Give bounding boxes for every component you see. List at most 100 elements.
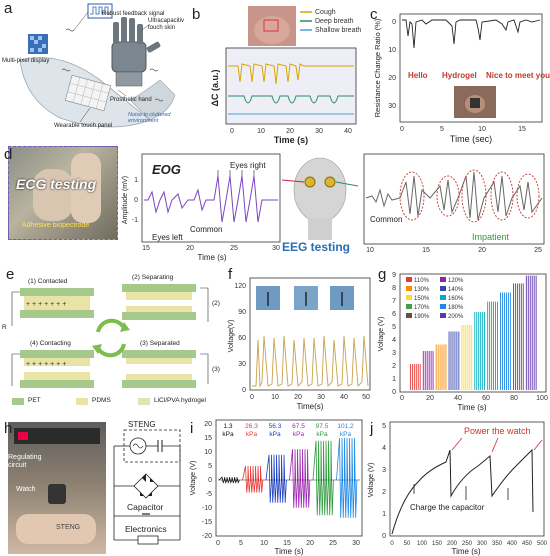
neck-photo — [248, 6, 296, 46]
g-ytick-6: 6 — [392, 311, 396, 318]
c-word-1: Hydrogel — [442, 71, 477, 80]
chart-j: Power the watch Charge the capacitor 0 1… — [368, 421, 548, 556]
g-legend-label: 200% — [448, 314, 464, 320]
eog-annot-0: Eyes right — [230, 161, 266, 170]
j-ytick-4: 4 — [382, 445, 386, 452]
e-state-3: (4) Contacting — [30, 340, 71, 347]
panel-b: b Cough Deep breath Shallow breath 0 10 … — [186, 0, 366, 146]
g-ytick-0: 0 — [392, 389, 396, 396]
i-xtick-5: 25 — [329, 540, 337, 547]
i-burst-1 — [242, 465, 264, 493]
series-resistance — [402, 19, 541, 49]
chart-b: Cough Deep breath Shallow breath 0 10 20… — [210, 6, 361, 145]
prosthetic-hand-illustration — [19, 3, 176, 128]
state-1: + + + + + + + — [20, 288, 94, 318]
f-xtick-1: 10 — [271, 394, 279, 401]
i-burst-3 — [289, 449, 311, 508]
f-ylabel: Voltage(V) — [228, 320, 235, 353]
legend-e-1: PDMS — [92, 397, 111, 404]
e-state-0: (1) Contacted — [28, 278, 68, 285]
g-legend-swatch — [406, 277, 412, 282]
c-ytick-2: 20 — [388, 75, 396, 82]
series-f-voltage — [252, 335, 369, 388]
panel-label-a: a — [4, 0, 13, 17]
f-ytick-0: 0 — [242, 387, 246, 394]
f-xtick-3: 30 — [317, 394, 325, 401]
g-level-8 — [512, 283, 524, 390]
j-xtick-8: 400 — [507, 541, 518, 547]
i-ytick-6: 10 — [204, 449, 212, 456]
i-pressure-value: 26.3 — [245, 423, 258, 430]
legend-e-swatch-2 — [138, 398, 150, 405]
i-ytick-7: 15 — [204, 435, 212, 442]
i-pressure-unit: kPa — [340, 431, 352, 438]
c-xlabel: Time (sec) — [450, 134, 492, 144]
j-xtick-4: 200 — [447, 541, 458, 547]
j-annot-0: Power the watch — [464, 426, 531, 436]
i-xlabel: Time (s) — [274, 547, 303, 556]
eog-ytick-0: 1 — [134, 177, 138, 184]
f-xtick-4: 40 — [340, 394, 348, 401]
series-eeg — [365, 171, 543, 221]
i-pressure-unit: kPa — [246, 431, 258, 438]
i-ylabel: Voltage (V) — [190, 461, 197, 496]
j-ytick-1: 1 — [382, 511, 386, 518]
eeg-xtick-2: 20 — [478, 247, 486, 254]
legend-e-swatch-1 — [76, 398, 88, 405]
g-legend-label: 190% — [414, 314, 430, 320]
panel-j: j Power the watch Charge the capacitor 0… — [366, 412, 550, 556]
f-xlabel: Time(s) — [297, 402, 324, 411]
dancer-photos — [256, 286, 354, 310]
g-legend-label: 170% — [414, 305, 430, 311]
c-ytick-3: 30 — [388, 103, 396, 110]
g-level-9 — [525, 275, 537, 390]
eeg-xtick-1: 15 — [422, 247, 430, 254]
chart-eeg: Common Impatient 10 15 20 25 — [363, 153, 545, 254]
plot-area-c — [399, 13, 543, 123]
g-ytick-7: 7 — [392, 298, 396, 305]
g-ytick-8: 8 — [392, 285, 396, 292]
multi-pixel-display-icon — [28, 34, 48, 54]
panel-g: g 110% 120% 130% 140% 150% 160% 170% 180% 190% 20… — [376, 266, 550, 412]
i-burst-path — [218, 476, 240, 484]
g-xtick-5: 100 — [536, 395, 548, 402]
e-state-2: (3) Separated — [140, 340, 180, 347]
j-ytick-0: 0 — [382, 533, 386, 540]
j-xtick-9: 450 — [522, 541, 533, 547]
legend-g: 110% 120% 130% 140% 150% 160% 170% 180% 190% 200% — [406, 277, 464, 320]
i-burst-path — [336, 437, 358, 518]
callout-noise: Noise in cluttered environment — [128, 112, 171, 124]
legend-e-0: PET — [28, 397, 41, 404]
i-ytick-2: -10 — [202, 505, 212, 512]
g-xtick-3: 60 — [482, 395, 490, 402]
i-burst-path — [289, 449, 311, 508]
b-xtick-2: 20 — [286, 128, 294, 135]
j-xtick-0: 0 — [390, 541, 394, 547]
ecg-title: ECG testing — [16, 176, 97, 192]
eeg-annot-1: Impatient — [472, 232, 510, 242]
j-xtick-6: 300 — [477, 541, 488, 547]
b-xtick-1: 10 — [257, 128, 265, 135]
state-3 — [122, 350, 196, 388]
g-bars — [409, 275, 537, 390]
legend-e-2: LiCl/PVA hydrogel — [154, 397, 206, 404]
h-circuit-0: STENG — [128, 420, 156, 429]
eeg-xtick-0: 10 — [366, 247, 374, 254]
svg-text:+ + + + + + +: + + + + + + + — [26, 301, 66, 308]
g-ytick-1: 1 — [392, 376, 396, 383]
g-ytick-3: 3 — [392, 350, 396, 357]
series-deep-breath — [228, 95, 354, 104]
i-ytick-1: -15 — [202, 519, 212, 526]
f-ytick-1: 30 — [238, 361, 246, 368]
callout-display: Multi-pixel display — [2, 58, 50, 64]
g-level-5 — [474, 312, 486, 390]
series-j-voltage — [391, 448, 534, 535]
g-legend-label: 120% — [448, 278, 464, 284]
chart-c: Hello Hydrogel Nice to meet you 0 10 20 … — [373, 13, 550, 144]
eeg-xtick-3: 25 — [534, 247, 542, 254]
i-burst-path — [312, 440, 334, 516]
legend-b-0: Cough — [315, 9, 336, 16]
g-level-3 — [448, 331, 460, 390]
c-xtick-1: 5 — [440, 126, 444, 133]
i-xtick-4: 20 — [306, 540, 314, 547]
